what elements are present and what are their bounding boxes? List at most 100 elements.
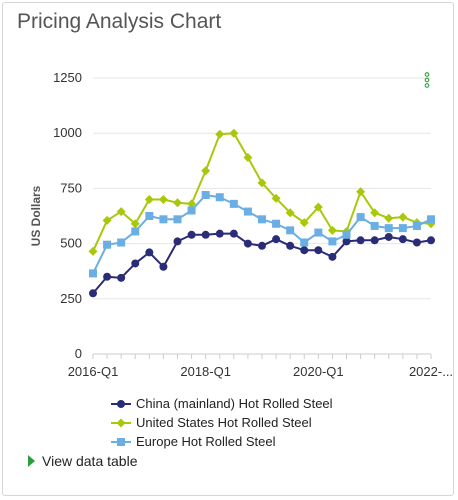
data-point-europe — [89, 269, 97, 278]
data-point-europe — [300, 238, 309, 247]
data-point-china — [145, 248, 154, 257]
data-point-china — [412, 238, 421, 247]
data-point-china — [229, 229, 238, 238]
line-chart: 0 250 500 750 1000 1250 2016-Q1 2018-Q1 2020-Q1 2… — [29, 70, 453, 379]
data-point-china — [187, 230, 196, 239]
data-point-europe — [159, 215, 168, 224]
data-point-us — [229, 128, 239, 138]
view-data-table-label: View data table — [42, 453, 138, 469]
data-point-us — [201, 166, 211, 176]
data-point-us — [158, 194, 168, 204]
legend-item-europe[interactable]: Europe Hot Rolled Steel — [110, 432, 333, 451]
data-point-us — [173, 198, 182, 208]
circle-marker-icon — [111, 399, 131, 408]
data-point-europe — [412, 221, 421, 230]
data-point-china — [384, 232, 393, 241]
data-point-us — [187, 199, 197, 209]
legend-item-china[interactable]: China (mainland) Hot Rolled Steel — [110, 394, 333, 413]
data-point-us — [116, 207, 126, 217]
y-tick-label: 0 — [75, 346, 82, 361]
data-point-us — [356, 187, 366, 197]
data-point-us — [271, 193, 281, 203]
square-marker-icon — [111, 437, 131, 446]
y-tick-label: 1250 — [53, 70, 82, 85]
data-point-europe — [201, 191, 210, 200]
data-point-europe — [173, 215, 182, 224]
data-point-europe — [103, 240, 112, 249]
data-point-china — [89, 289, 97, 298]
data-point-europe — [314, 228, 323, 237]
data-point-europe — [328, 237, 337, 246]
data-point-us — [88, 246, 98, 256]
data-point-china — [117, 273, 126, 282]
data-point-china — [258, 241, 266, 250]
data-point-europe — [258, 215, 266, 224]
legend-item-us[interactable]: United States Hot Rolled Steel — [110, 413, 333, 432]
data-point-europe — [187, 206, 196, 215]
chart-title: Pricing Analysis Chart — [17, 10, 222, 33]
data-point-us — [243, 152, 253, 162]
vertical-dots-icon[interactable] — [424, 72, 430, 88]
data-point-us — [130, 219, 140, 229]
chart-card — [2, 2, 454, 496]
data-point-us — [285, 208, 295, 218]
data-point-us — [384, 213, 394, 223]
series-line-europe — [92, 194, 432, 274]
y-tick-label: 750 — [60, 180, 82, 195]
data-point-europe — [131, 227, 140, 236]
x-tick-label: 2016-Q1 — [68, 364, 119, 379]
data-point-europe — [215, 193, 224, 202]
data-point-china — [427, 236, 435, 245]
data-point-us — [257, 178, 267, 188]
series-line-us — [92, 132, 432, 252]
triangle-right-icon — [28, 455, 35, 467]
data-point-europe — [145, 212, 154, 220]
legend-label-europe: Europe Hot Rolled Steel — [136, 434, 276, 449]
data-point-china — [356, 236, 365, 245]
y-tick-label: 250 — [60, 291, 82, 306]
y-tick-label: 1000 — [53, 125, 82, 140]
data-point-china — [328, 252, 337, 261]
data-point-china — [398, 235, 407, 244]
data-point-us — [370, 208, 380, 218]
data-point-europe — [286, 226, 295, 235]
data-point-europe — [398, 224, 407, 233]
data-point-china — [173, 237, 182, 246]
data-point-europe — [117, 238, 126, 247]
data-point-us — [215, 129, 225, 139]
data-point-us — [327, 225, 337, 235]
data-point-china — [215, 229, 224, 238]
x-tick-label: 2020-Q1 — [293, 364, 344, 379]
data-point-china — [342, 237, 351, 246]
data-point-europe — [356, 213, 365, 222]
data-point-us — [144, 194, 154, 204]
data-point-china — [314, 246, 323, 255]
data-point-china — [159, 262, 168, 271]
data-point-europe — [370, 221, 379, 230]
data-point-us — [299, 218, 309, 228]
data-point-china — [370, 236, 379, 245]
chart-legend: China (mainland) Hot Rolled Steel United… — [110, 394, 333, 451]
data-point-europe — [342, 230, 351, 239]
data-point-china — [300, 246, 309, 255]
x-tick-label: 2018-Q1 — [180, 364, 231, 379]
data-point-europe — [384, 224, 393, 233]
data-point-china — [286, 241, 295, 250]
y-tick-label: 500 — [60, 236, 82, 251]
view-data-table-link[interactable]: View data table — [28, 453, 137, 469]
x-tick-label: 2022-... — [409, 364, 453, 379]
data-point-us — [102, 215, 112, 225]
data-point-china — [272, 235, 281, 244]
data-point-us — [313, 202, 323, 212]
data-point-europe — [427, 215, 435, 224]
data-point-us — [398, 212, 408, 222]
data-point-europe — [243, 207, 252, 216]
legend-label-china: China (mainland) Hot Rolled Steel — [136, 396, 333, 411]
data-point-europe — [229, 199, 238, 208]
data-point-europe — [272, 219, 281, 228]
data-point-china — [131, 259, 140, 268]
data-point-china — [201, 230, 210, 239]
y-axis-label: US Dollars — [29, 185, 43, 246]
data-point-china — [103, 272, 112, 281]
data-point-china — [243, 239, 252, 248]
